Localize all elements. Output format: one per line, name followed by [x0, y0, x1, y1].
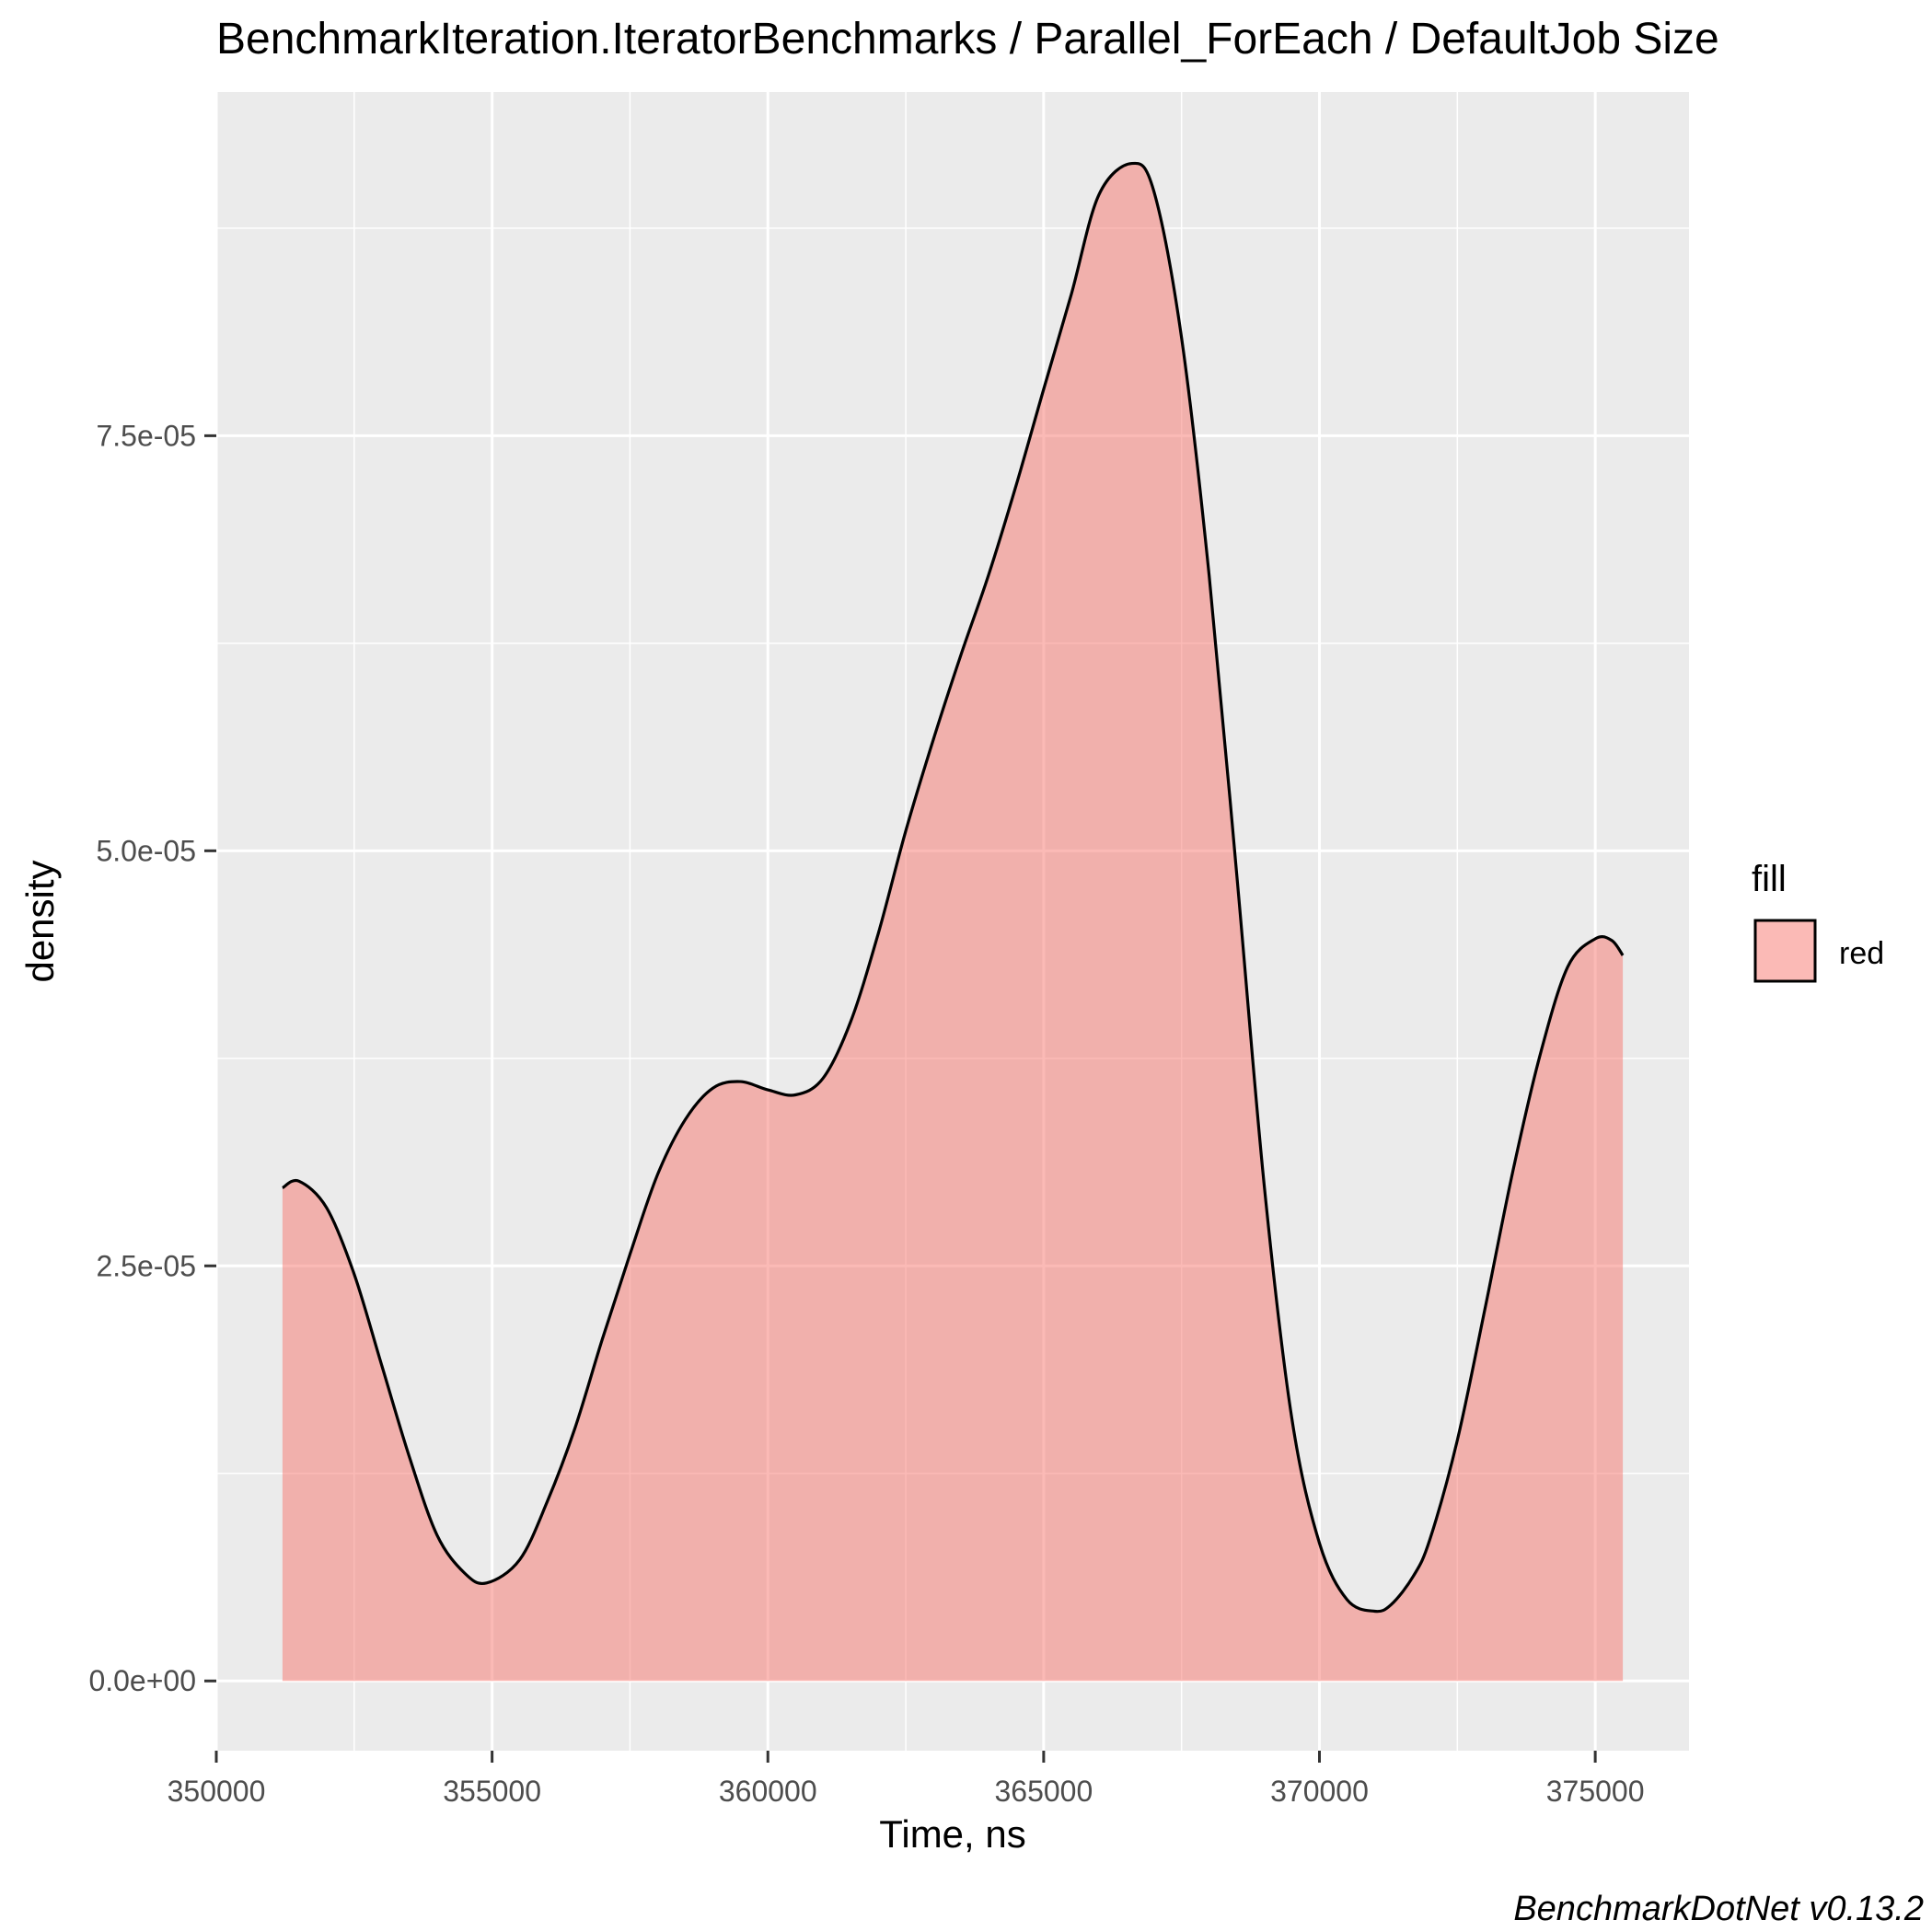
density-area-red	[282, 163, 1624, 1682]
y-axis-title: density	[18, 860, 62, 982]
legend-title: fill	[1752, 859, 1787, 899]
legend: fill red	[1752, 859, 1884, 983]
grid-major-lines	[214, 92, 1689, 1751]
legend-label-red: red	[1839, 936, 1884, 971]
y-tick-label: 0.0e+00	[88, 1664, 196, 1697]
series-layer	[282, 161, 1625, 1682]
x-tick-label: 360000	[719, 1775, 817, 1808]
x-tick-label: 350000	[168, 1775, 266, 1808]
caption: BenchmarkDotNet v0.13.2	[1513, 1890, 1924, 1928]
x-tick-labels: 350000 355000 360000 365000 370000 375000	[168, 1775, 1645, 1808]
x-tick-label: 375000	[1546, 1775, 1645, 1808]
x-axis-title: Time, ns	[879, 1812, 1025, 1856]
x-tick-label: 355000	[443, 1775, 541, 1808]
y-tick-label: 5.0e-05	[96, 834, 196, 867]
y-tick-label: 7.5e-05	[96, 419, 196, 452]
legend-key-red	[1753, 919, 1817, 983]
y-tick-label: 2.5e-05	[96, 1249, 196, 1282]
y-tick-labels: 0.0e+00 2.5e-05 5.0e-05 7.5e-05	[88, 419, 196, 1697]
axis-ticks	[204, 434, 1597, 1763]
chart-title: BenchmarkIteration.IteratorBenchmarks / …	[216, 15, 1719, 64]
x-tick-label: 370000	[1270, 1775, 1369, 1808]
x-tick-label: 365000	[994, 1775, 1093, 1808]
density-line-red	[282, 161, 1625, 1614]
